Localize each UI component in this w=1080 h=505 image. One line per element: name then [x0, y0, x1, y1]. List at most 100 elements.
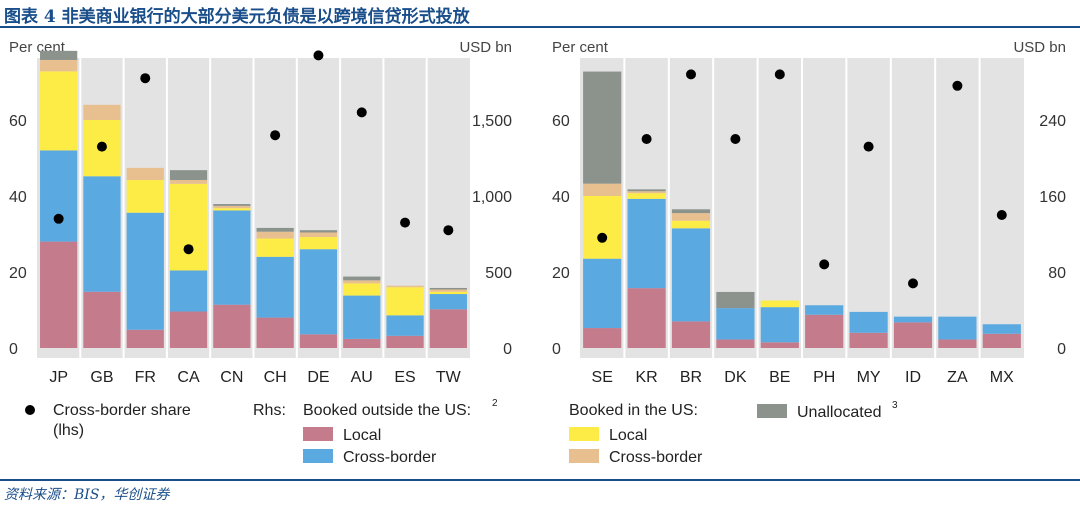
bar-cross-in-br [671, 213, 711, 221]
bar-cross-outside-za [938, 316, 977, 340]
bar-cross-outside-de [299, 249, 338, 335]
cross-border-share-marker-tw [443, 225, 454, 236]
bar-cross-outside-ch [256, 256, 294, 318]
bar-cross-outside-dk [716, 308, 755, 340]
category-label-ph: PH [813, 369, 835, 386]
left-tick-label: 60 [9, 113, 27, 130]
category-label-dk: DK [724, 369, 747, 386]
bar-cross-outside-se [583, 258, 622, 329]
cross-border-share-marker-be [774, 69, 785, 80]
category-label-ch: CH [264, 369, 287, 386]
legend-swatch-unallocated [757, 404, 787, 418]
legend-cross-outside-label: Cross-border [343, 449, 437, 466]
category-label-be: BE [769, 369, 790, 386]
legend-outside-footnote: 2 [492, 398, 498, 409]
bar-local-in-kr [627, 193, 666, 199]
category-label-kr: KR [635, 369, 657, 386]
bar-local-outside-fr [126, 329, 164, 348]
bar-cross-in-es [386, 285, 424, 288]
bar-local-outside-za [938, 339, 977, 348]
cross-border-share-marker-se [597, 232, 608, 243]
legend-marker-swatch [25, 405, 35, 415]
bar-local-in-ca [169, 183, 208, 271]
category-label-mx: MX [990, 369, 1014, 386]
bar-cross-outside-kr [627, 198, 666, 289]
bar-local-outside-es [386, 335, 424, 348]
bar-cross-outside-gb [83, 176, 121, 292]
bar-local-in-be [760, 300, 799, 308]
category-label-cn: CN [220, 369, 243, 386]
bar-local-in-br [671, 220, 711, 229]
right-tick-label: 240 [1039, 113, 1066, 130]
bar-local-outside-ph [805, 314, 844, 348]
figure-source: 资料来源：BIS，华创证券 [4, 487, 170, 503]
bar-cross-outside-ca [169, 270, 208, 312]
right-tick-label: 160 [1039, 189, 1066, 206]
cross-border-share-marker-br [686, 69, 696, 80]
bar-cross-outside-ph [805, 305, 844, 315]
bar-cross-in-se [583, 183, 622, 196]
bar-cross-outside-jp [40, 150, 78, 242]
bar-local-in-tw [429, 291, 467, 295]
right-tick-label: 0 [503, 341, 512, 358]
left-tick-label: 40 [552, 189, 570, 206]
legend: Cross-border share (lhs) Rhs: Booked out… [25, 398, 898, 466]
figure-title: 图表 4 非美商业银行的大部分美元负债是以跨境信贷形式投放 [4, 7, 470, 27]
left-tick-label: 0 [552, 341, 561, 358]
cross-border-share-marker-ph [819, 259, 830, 270]
bar-cross-in-fr [126, 167, 164, 181]
legend-swatch-local-outside [303, 427, 333, 441]
bar-cross-in-kr [627, 191, 666, 194]
bar-unallocated-jp [40, 50, 78, 60]
bar-local-in-de [299, 237, 338, 250]
bar-local-in-cn [213, 208, 251, 211]
bar-unallocated-br [671, 209, 711, 214]
bar-cross-in-gb [83, 104, 121, 120]
bar-local-in-ch [256, 238, 294, 257]
bar-local-outside-ca [169, 311, 208, 348]
bar-local-outside-se [583, 328, 622, 348]
legend-local-outside-label: Local [343, 427, 381, 444]
bar-local-in-fr [126, 180, 164, 213]
bar-local-outside-kr [627, 288, 666, 348]
legend-outside-heading: Booked outside the US: [303, 402, 471, 419]
right-tick-label: 1,500 [472, 113, 512, 130]
bar-unallocated-dk [716, 291, 755, 309]
bar-unallocated-ca [169, 170, 208, 181]
right-axis-label: USD bn [459, 39, 512, 56]
source-rule [0, 479, 1080, 481]
bar-cross-in-de [299, 232, 338, 238]
bar-cross-in-jp [40, 59, 78, 72]
bar-local-in-jp [40, 71, 78, 151]
bar-cross-outside-br [671, 228, 711, 322]
legend-unallocated-footnote: 3 [892, 400, 898, 411]
bar-unallocated-de [299, 230, 338, 233]
bar-local-outside-dk [716, 339, 755, 348]
right-tick-label: 80 [1048, 265, 1066, 282]
bar-cross-in-au [343, 280, 381, 284]
bar-local-outside-jp [40, 241, 78, 348]
cross-border-share-marker-my [863, 141, 874, 152]
cross-border-share-marker-de [313, 50, 324, 61]
bar-local-outside-ch [256, 317, 294, 348]
bar-unallocated-se [583, 71, 622, 184]
legend-in-heading: Booked in the US: [569, 402, 698, 419]
bar-local-outside-au [343, 338, 381, 348]
category-label-de: DE [307, 369, 329, 386]
right-tick-label: 500 [485, 265, 512, 282]
bar-local-outside-id [893, 322, 933, 348]
bar-local-in-au [343, 283, 381, 296]
bar-local-in-se [583, 196, 622, 259]
bar-local-outside-de [299, 334, 338, 348]
category-label-jp: JP [49, 369, 68, 386]
bar-unallocated-kr [627, 189, 666, 192]
cross-border-share-marker-ca [183, 244, 194, 255]
bar-local-in-es [386, 287, 424, 316]
bar-cross-in-tw [429, 289, 467, 292]
cross-border-share-marker-fr [140, 73, 151, 84]
bar-cross-outside-be [760, 307, 799, 343]
cross-border-share-marker-id [908, 278, 918, 289]
category-label-id: ID [905, 369, 921, 386]
